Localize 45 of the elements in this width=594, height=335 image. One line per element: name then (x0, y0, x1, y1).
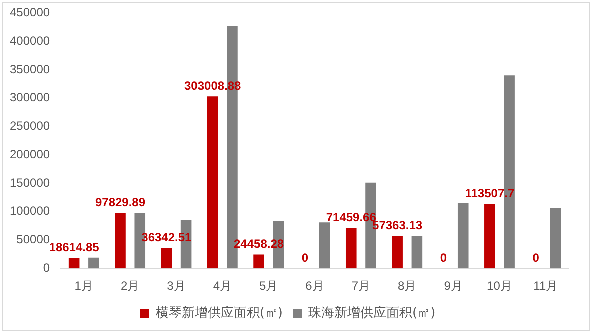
x-tick-label: 4月 (213, 279, 232, 294)
x-tick-label: 7月 (352, 279, 371, 294)
data-label: 0 (532, 250, 540, 265)
bar (458, 203, 469, 269)
data-label: 303008.88 (184, 78, 242, 93)
bar (412, 236, 423, 269)
bar (346, 228, 357, 269)
bar (484, 204, 496, 269)
legend-label: 横琴新增供应面积(㎡) (156, 304, 284, 321)
x-tick-label: 8月 (398, 279, 417, 294)
data-label: 0 (302, 250, 309, 265)
bar (254, 254, 264, 269)
data-label: 36342.51 (142, 230, 192, 244)
x-tick-label: 3月 (167, 279, 186, 294)
bar (319, 222, 330, 269)
data-label: 97829.89 (95, 195, 146, 210)
y-tick-label: 100000 (10, 204, 50, 218)
x-tick-label: 10月 (487, 279, 512, 294)
bar (115, 213, 126, 269)
y-tick-label: 250000 (10, 119, 50, 134)
x-tick-label: 5月 (260, 279, 278, 294)
y-tick-label: 450000 (10, 6, 50, 20)
data-label: 113507.7 (465, 186, 515, 200)
legend-label: 珠海新增供应面积(㎡) (308, 304, 436, 321)
y-tick-label: 0 (43, 260, 50, 275)
data-label: 0 (440, 250, 448, 265)
data-label: 18614.85 (49, 240, 100, 254)
bar (207, 96, 218, 269)
y-tick-label: 50000 (16, 232, 50, 247)
x-tick-label: 9月 (444, 279, 463, 294)
y-tick-label: 350000 (10, 62, 50, 76)
bar (392, 236, 403, 269)
bar (68, 258, 80, 269)
y-tick-label: 150000 (10, 176, 50, 190)
bar (550, 208, 562, 269)
x-tick-label: 11月 (534, 279, 558, 294)
x-tick-label: 1月 (74, 279, 94, 294)
bar (161, 248, 172, 269)
x-tick-label: 2月 (120, 279, 140, 294)
y-tick-label: 300000 (10, 90, 50, 105)
x-tick-label: 6月 (306, 279, 324, 294)
y-tick-label: 400000 (10, 34, 50, 48)
y-tick-label: 200000 (10, 147, 50, 162)
bar (88, 258, 100, 269)
data-label: 24458.28 (234, 237, 284, 252)
